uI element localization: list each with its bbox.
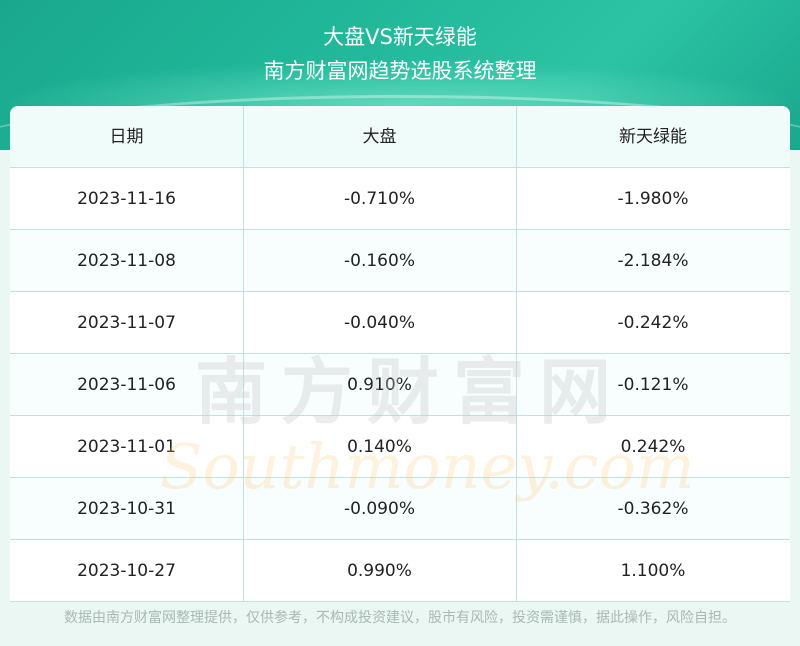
column-header: 日期 xyxy=(109,127,144,147)
value-cell: -1.980% xyxy=(617,189,689,209)
date-cell: 2023-11-08 xyxy=(77,251,176,271)
column-header: 新天绿能 xyxy=(619,127,687,147)
row-bg xyxy=(10,230,790,292)
date-cell: 2023-10-27 xyxy=(77,561,176,581)
value-cell: 0.242% xyxy=(620,437,686,457)
value-cell: -0.090% xyxy=(344,499,415,519)
value-cell: 0.140% xyxy=(347,437,412,457)
table-grid xyxy=(10,106,790,602)
value-cell: -2.184% xyxy=(617,251,689,271)
value-cell: -0.710% xyxy=(344,189,415,209)
header-row-bg xyxy=(10,106,790,168)
column-header: 大盘 xyxy=(362,127,397,147)
date-cell: 2023-11-06 xyxy=(77,375,176,395)
date-cell: 2023-11-16 xyxy=(77,189,176,209)
watermark-logo-en: Southmoney.com xyxy=(160,430,695,503)
date-cell: 2023-11-07 xyxy=(77,313,176,333)
data-table: 日期 大盘 新天绿能 2023-11-16 -0.710% -1.980% 2023-11-… xyxy=(10,106,790,602)
date-cell: 2023-10-31 xyxy=(77,499,176,519)
date-cell: 2023-11-01 xyxy=(77,437,176,457)
page-subtitle: 南方财富网趋势选股系统整理 xyxy=(263,59,537,83)
header-arc xyxy=(0,95,800,150)
row-bg xyxy=(10,416,790,478)
row-bg xyxy=(10,540,790,602)
value-cell: -0.362% xyxy=(617,499,689,519)
watermark-logo-cn: 南方财富网 xyxy=(195,350,626,434)
value-cell: 0.910% xyxy=(347,375,412,395)
row-bg xyxy=(10,478,790,540)
value-cell: 0.990% xyxy=(347,561,412,581)
row-bg xyxy=(10,354,790,416)
row-bg xyxy=(10,292,790,354)
value-cell: -0.121% xyxy=(617,375,689,395)
page-title: 大盘VS新天绿能 xyxy=(323,25,477,49)
value-cell: -0.160% xyxy=(344,251,415,271)
disclaimer-text: 数据由南方财富网整理提供，仅供参考，不构成投资建议，股市有风险，投资需谨慎，据此… xyxy=(64,610,736,626)
value-cell: -0.040% xyxy=(344,313,415,333)
value-cell: 1.100% xyxy=(620,561,686,581)
row-bg xyxy=(10,168,790,230)
value-cell: -0.242% xyxy=(617,313,689,333)
